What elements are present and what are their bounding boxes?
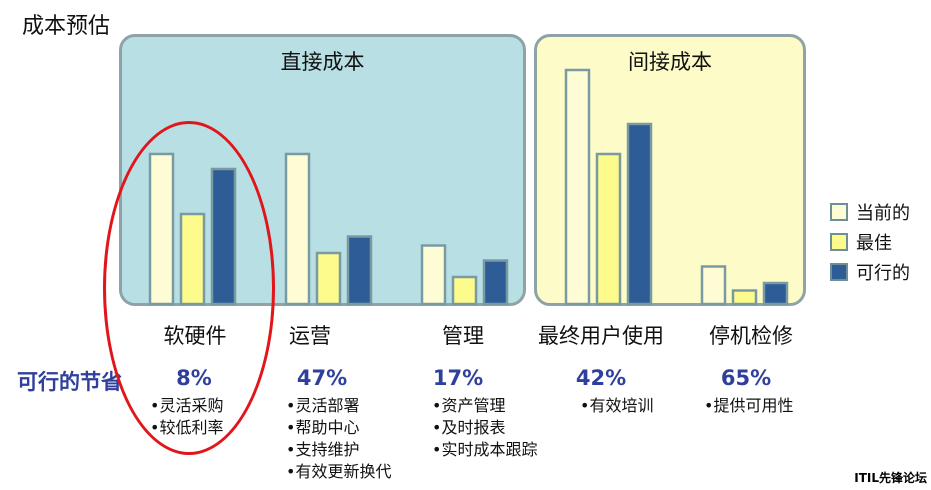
bar-best-3: [595, 152, 622, 306]
bullet-item: •帮助中心: [286, 418, 360, 437]
legend-current: 当前的: [830, 199, 910, 225]
legend-label-feasible: 可行的: [856, 263, 910, 284]
legend-swatch-best: [830, 233, 848, 251]
chart-title: 成本预估: [22, 14, 111, 39]
bullet-item: •提供可用性: [704, 396, 794, 415]
highlight-ellipse: [103, 121, 275, 455]
bullets-downtime: •提供可用性: [704, 395, 793, 417]
category-label-operations: 运营: [289, 324, 331, 348]
legend-label-best: 最佳: [856, 233, 892, 254]
bullet-item: •实时成本跟踪: [432, 440, 538, 459]
bullet-item: •支持维护: [286, 440, 360, 459]
indirect-cost-label: 间接成本: [628, 50, 712, 74]
bar-best-1: [315, 251, 342, 306]
category-label-downtime: 停机检修: [709, 324, 793, 348]
bullets-end-user: •有效培训: [580, 395, 653, 417]
bar-current-2: [420, 244, 447, 306]
legend-label-current: 当前的: [856, 203, 910, 224]
watermark: ITIL先锋论坛: [854, 471, 927, 485]
bar-feasible-1: [346, 235, 373, 306]
bullet-item: •及时报表: [432, 418, 506, 437]
bar-current-3: [564, 68, 591, 306]
bar-best-2: [451, 275, 478, 306]
legend-feasible: 可行的: [830, 259, 910, 285]
savings-pct-downtime: 65%: [720, 366, 772, 390]
bullet-item: •有效更新换代: [286, 462, 392, 481]
savings-pct-management: 17%: [432, 366, 484, 390]
legend-best: 最佳: [830, 229, 892, 255]
bar-feasible-4: [762, 281, 789, 306]
bar-feasible-3: [626, 122, 653, 306]
bar-current-1: [284, 152, 311, 306]
savings-label: 可行的节省: [17, 370, 122, 394]
bar-feasible-2: [482, 259, 509, 306]
category-label-management: 管理: [442, 324, 484, 348]
bullet-item: •灵活部署: [286, 396, 360, 415]
bar-current-4: [700, 265, 727, 306]
category-label-end-user: 最终用户使用: [538, 324, 664, 348]
savings-pct-end-user: 42%: [575, 366, 627, 390]
direct-cost-label: 直接成本: [280, 50, 365, 74]
savings-pct-operations: 47%: [296, 366, 348, 390]
legend-swatch-feasible: [830, 263, 848, 281]
bar-best-4: [731, 289, 758, 306]
bullet-item: •资产管理: [432, 396, 506, 415]
legend-swatch-current: [830, 203, 848, 221]
bullets-operations: •灵活部署 •帮助中心 •支持维护 •有效更新换代: [286, 395, 391, 483]
bullets-management: •资产管理 •及时报表 •实时成本跟踪: [432, 395, 537, 461]
bullet-item: •有效培训: [580, 396, 654, 415]
